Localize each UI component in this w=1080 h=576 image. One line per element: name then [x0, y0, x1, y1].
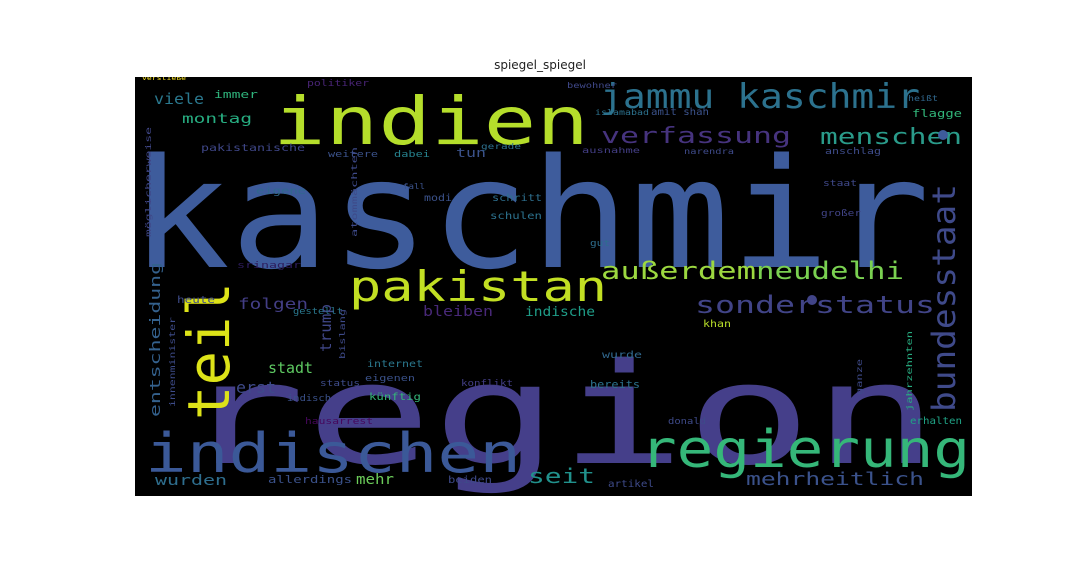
word-neudelhi: neudelhi: [756, 257, 904, 285]
word-jammu-kaschmir: jammu kaschmir: [600, 77, 920, 117]
word-pakistan: pakistan: [349, 262, 607, 311]
word-sonderstatus: sonderstatus: [695, 291, 935, 319]
chart-title: spiegel_spiegel: [494, 58, 586, 72]
word-bleiben: bleiben: [423, 304, 493, 320]
word-modi: modi: [424, 193, 452, 204]
word-schulen: schulen: [490, 211, 542, 222]
word-verfassung: verfassung: [601, 124, 791, 149]
word-teil: teil: [175, 282, 243, 420]
word-amit-shah: amit shah: [651, 107, 709, 118]
word-atommächten: atommächten: [350, 147, 359, 237]
word-verstieße: verstieße: [142, 77, 187, 82]
word-ausnahme: ausnahme: [582, 146, 640, 155]
word-regierung: regierung: [640, 420, 970, 480]
word-immer: immer: [214, 88, 258, 101]
word-hausarrest: hausarrest: [305, 417, 373, 427]
word-eigenen: eigenen: [365, 374, 415, 384]
word-region: region: [179, 334, 939, 496]
word-innenminister: innenminister: [168, 317, 177, 407]
word-politiker: politiker: [307, 79, 370, 89]
word-eigene: eigene: [256, 186, 306, 197]
word-wurden: wurden: [155, 473, 227, 489]
word-internet: internet: [367, 359, 423, 370]
word-indisch: indisch: [287, 394, 331, 404]
word-gut: gut: [590, 239, 610, 249]
word-pakistanische: pakistanische: [201, 143, 305, 154]
word-mehrheitlich: mehrheitlich: [746, 469, 924, 490]
word-wurde: wurde: [602, 350, 642, 361]
word-fall: fall: [403, 182, 425, 191]
word-beiden: beiden: [448, 475, 492, 486]
word-erhalten: erhalten: [910, 416, 962, 427]
word-ganze: ganze: [855, 359, 864, 395]
word-entscheidung: entscheidung: [148, 262, 164, 417]
word-srinagar: srinagar: [237, 261, 302, 271]
wordcloud-dot: [807, 295, 817, 305]
word-staat: staat: [823, 179, 857, 189]
wordcloud-canvas: kaschmir region indien indischen regierung te…: [135, 77, 970, 496]
word-artikel: artikel: [608, 479, 654, 490]
word-gerade: gerade: [481, 142, 521, 151]
wordcloud-panel: kaschmir region indien indischen regierung te…: [135, 77, 972, 496]
word-menschen: menschen: [820, 125, 962, 150]
word-status: status: [320, 379, 360, 389]
word-möglicherweise: möglicherweise: [144, 127, 153, 237]
word-narendra: narendra: [684, 147, 734, 156]
word-donald: donald: [668, 417, 706, 427]
word-khan: khan: [703, 319, 731, 330]
wordcloud-dot: [938, 130, 948, 140]
word-dabei: dabei: [394, 150, 430, 160]
word-allerdings: allerdings: [268, 473, 352, 486]
word-folgen: folgen: [238, 295, 308, 313]
word-bislang: bislang: [338, 309, 347, 359]
word-montag: montag: [182, 112, 252, 127]
word-erst: erst: [236, 378, 276, 397]
word-anschlag: anschlag: [825, 147, 881, 157]
word-seit: seit: [528, 464, 595, 488]
word-gestellt: gestellt: [293, 307, 343, 317]
word-mehr: mehr: [356, 472, 394, 488]
word-kaschmir: kaschmir: [135, 126, 930, 303]
word-bewohner: bewohner: [567, 81, 617, 90]
word-bereits: bereits: [590, 378, 640, 391]
word-weitere: weitere: [328, 150, 378, 160]
word-flagge: flagge: [912, 107, 962, 120]
word-bundesstaat: bundesstaat: [925, 184, 963, 412]
word-heißt: heißt: [908, 94, 938, 103]
word-konflikt: konflikt: [461, 379, 513, 389]
word-heute: heute: [177, 295, 215, 306]
word-indische: indische: [525, 305, 595, 320]
word-tun: tun: [456, 146, 486, 160]
word-viele: viele: [154, 90, 204, 108]
word-schritt: schritt: [492, 193, 542, 204]
word-indischen: indischen: [145, 422, 521, 485]
word-jahrzehnten: jahrzehnten: [905, 331, 914, 411]
word-trump: trump: [317, 304, 335, 352]
word-stadt: stadt: [268, 359, 313, 377]
word-indien: indien: [273, 83, 589, 160]
word-islamabad: islamabad: [595, 108, 649, 117]
word-großer: großer: [821, 209, 862, 219]
word-außerdem: außerdem: [601, 257, 756, 285]
word-künftig: künftig: [369, 392, 421, 403]
